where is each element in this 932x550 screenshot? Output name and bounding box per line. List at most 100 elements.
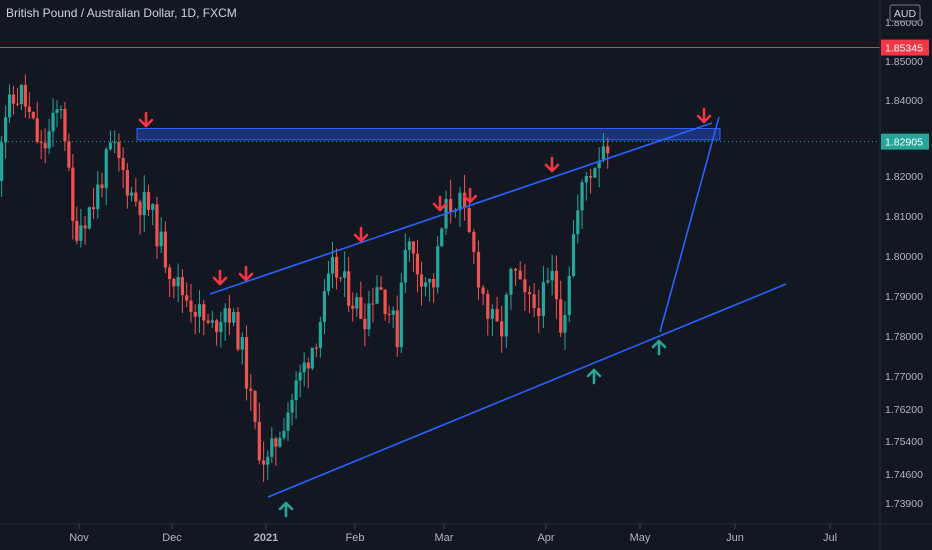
price-label: 1.85345 — [881, 39, 929, 56]
candle-body — [202, 304, 206, 321]
price-tick-label: 1.82000 — [885, 171, 923, 183]
candle-body — [436, 246, 440, 288]
candle-body — [419, 274, 424, 287]
arrow-down-6[interactable] — [462, 187, 478, 204]
channel-lower-line[interactable] — [267, 283, 787, 498]
candle-body — [142, 192, 146, 216]
arrow-head — [278, 501, 294, 511]
candle-body — [314, 347, 318, 349]
channel-upper-line[interactable] — [209, 122, 713, 295]
candle-body — [23, 84, 27, 107]
candle-body — [67, 141, 71, 168]
candle-body — [286, 412, 290, 431]
arrow-head — [212, 276, 228, 286]
candle-body — [210, 320, 214, 323]
candle-body — [35, 118, 39, 143]
currency-badge[interactable]: AUD — [889, 4, 921, 22]
time-tick-label: May — [630, 532, 651, 544]
candle-body — [146, 192, 151, 210]
candle-body — [486, 293, 490, 319]
arrow-down-3[interactable] — [238, 265, 254, 282]
candle-body — [63, 109, 67, 142]
candle-body — [55, 109, 59, 113]
candle-body — [523, 279, 527, 293]
candle-body — [391, 310, 395, 315]
candle-body — [163, 231, 168, 268]
candle-body — [91, 207, 96, 210]
steep-trend-line[interactable] — [659, 116, 720, 333]
arrow-up-3[interactable] — [651, 339, 667, 356]
candle-body — [244, 337, 249, 389]
price-label: 1.82905 — [881, 133, 929, 150]
candle-body — [197, 304, 202, 317]
candle-body — [215, 320, 219, 333]
arrow-down-5[interactable] — [432, 195, 448, 212]
resistance-zone[interactable] — [136, 128, 721, 141]
candle-body — [121, 157, 125, 170]
arrow-down-1[interactable] — [138, 111, 154, 128]
candle-body — [432, 278, 436, 288]
candle-body — [104, 149, 108, 189]
candle-body — [359, 297, 363, 319]
time-tick-label: Mar — [435, 532, 454, 544]
arrow-down-2[interactable] — [212, 269, 228, 286]
candle-body — [563, 315, 567, 333]
candle-body — [71, 167, 75, 221]
candle-body — [322, 291, 327, 323]
time-axis[interactable]: Nov Dec 2021 Feb Mar Apr May Jun Jul — [69, 524, 837, 544]
arrow-down-4[interactable] — [353, 226, 369, 243]
candle-body — [0, 142, 4, 181]
candle-body — [399, 282, 403, 348]
candle-body — [589, 175, 593, 178]
time-tick-label: Dec — [162, 532, 182, 544]
candle-body — [462, 192, 467, 209]
arrow-up-2[interactable] — [586, 368, 602, 385]
candle-body — [527, 292, 532, 295]
time-tick-label: Jul — [823, 532, 837, 544]
candle-body — [151, 204, 155, 210]
candle-body — [306, 362, 310, 369]
candle-body — [571, 234, 576, 277]
arrow-up-1[interactable] — [278, 501, 294, 518]
candle-body — [227, 308, 232, 323]
candle-body — [290, 399, 294, 413]
candle-body — [274, 438, 278, 447]
candle-body — [395, 310, 399, 348]
candle-body — [168, 267, 172, 279]
chart-title: British Pound / Australian Dollar, 1D, F… — [6, 6, 237, 20]
candle-body — [270, 438, 274, 457]
candle-body — [371, 303, 375, 305]
candle-body — [113, 142, 117, 144]
candle-body — [427, 278, 432, 283]
currency-badge-box — [889, 4, 921, 22]
candle-body — [351, 305, 355, 309]
candle-body — [363, 318, 367, 330]
candle-body — [490, 308, 495, 319]
candle-body — [266, 456, 270, 465]
candle-body — [51, 112, 55, 132]
candle-body — [554, 270, 559, 300]
price-tick-label: 1.79000 — [885, 291, 923, 303]
arrow-head — [432, 202, 448, 212]
candle-body — [338, 277, 343, 279]
candle-body — [282, 430, 286, 438]
price-tick-label: 1.78000 — [885, 331, 923, 343]
price-tick-label: 1.77000 — [885, 371, 923, 383]
arrow-head — [586, 368, 602, 378]
candle-body — [59, 109, 63, 111]
candle-body — [559, 299, 563, 333]
price-tick-label: 1.84000 — [885, 95, 923, 107]
candle-body — [411, 241, 416, 254]
candle-body — [83, 225, 87, 229]
arrow-down-7[interactable] — [544, 156, 560, 173]
price-tick-label: 1.76200 — [885, 404, 923, 416]
candle-body — [262, 460, 266, 465]
candle-body — [584, 175, 588, 183]
candle-body — [467, 208, 471, 232]
candle-body — [7, 94, 12, 118]
arrow-head — [462, 194, 478, 204]
arrow-down-8[interactable] — [696, 107, 712, 124]
candle-body — [19, 84, 24, 105]
